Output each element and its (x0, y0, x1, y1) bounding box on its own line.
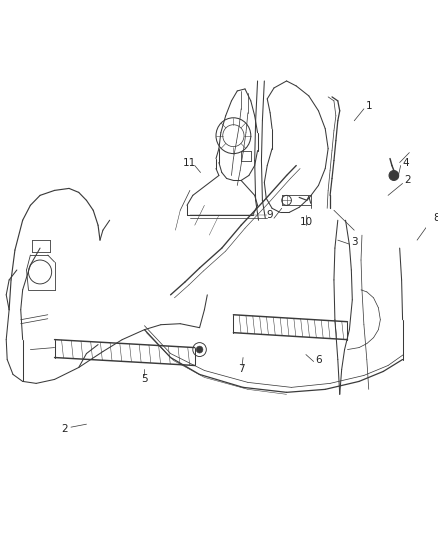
Circle shape (196, 346, 202, 353)
Text: 5: 5 (141, 374, 148, 384)
Text: 6: 6 (314, 354, 321, 365)
Text: 2: 2 (403, 175, 410, 185)
Text: 9: 9 (266, 210, 273, 220)
Text: 10: 10 (299, 217, 312, 227)
Circle shape (388, 171, 398, 181)
Text: 4: 4 (401, 158, 408, 167)
Text: 3: 3 (350, 237, 357, 247)
Text: 8: 8 (432, 213, 438, 223)
Text: 2: 2 (61, 424, 67, 434)
Text: 7: 7 (237, 365, 244, 375)
Text: 11: 11 (183, 158, 196, 167)
Text: 1: 1 (364, 101, 371, 111)
